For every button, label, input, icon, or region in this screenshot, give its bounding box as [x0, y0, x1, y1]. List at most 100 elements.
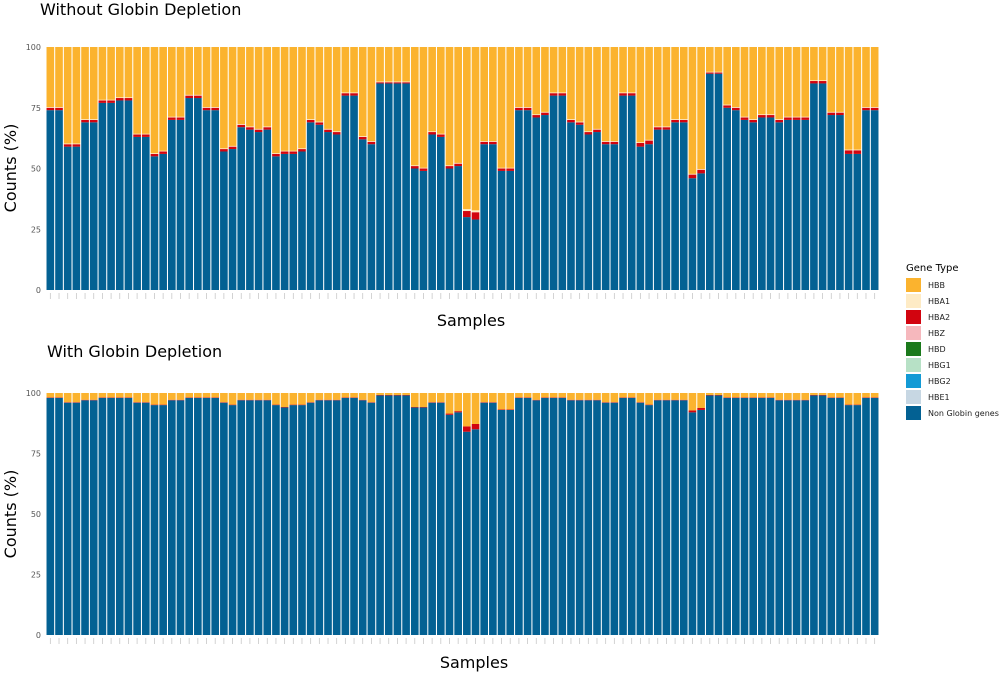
bar-segment-hbb [89, 393, 98, 400]
bar-segment-hba2 [463, 426, 471, 432]
bar-segment-non-globin-genes [749, 122, 757, 290]
bar-segment-hbb [332, 47, 341, 132]
bar-segment-hba2 [870, 107, 879, 111]
bar-segment-hba1 [506, 167, 515, 169]
bar-segment-non-globin-genes [810, 83, 818, 290]
sample-bar [679, 47, 688, 290]
bar-segment-hba2 [159, 151, 167, 154]
legend-swatch [906, 374, 921, 388]
bar-segment-non-globin-genes [358, 400, 367, 635]
bar-segment-hba2 [393, 82, 402, 84]
bar-segment-hbb [176, 47, 185, 117]
bar-segment-hbb [306, 393, 315, 403]
bar-segment-hba2 [176, 117, 185, 120]
bar-segment-hbb [428, 393, 436, 403]
bar-segment-non-globin-genes [228, 405, 237, 635]
bar-segment-hbb [827, 47, 836, 112]
sample-bar [150, 47, 159, 290]
bar-segment-non-globin-genes [72, 146, 81, 290]
bar-segment-hbb [549, 47, 558, 93]
bar-segment-non-globin-genes [254, 400, 263, 635]
bar-segment-hba1 [298, 148, 306, 150]
bar-segment-non-globin-genes [853, 153, 862, 290]
sample-bar [419, 393, 428, 635]
bar-segment-non-globin-genes [575, 400, 584, 635]
bar-segment-hbb [506, 393, 515, 410]
bar-segment-hbb [463, 47, 471, 210]
sample-bar [723, 47, 731, 290]
bar-segment-hba2 [471, 423, 480, 430]
bar-segment-hba1 [619, 92, 627, 94]
bar-segment-non-globin-genes [289, 153, 298, 290]
bar-segment-hba2 [350, 93, 358, 96]
sample-bar [141, 47, 150, 290]
bar-segment-hbb [107, 393, 115, 398]
bar-segment-non-globin-genes [567, 400, 575, 635]
bar-segment-hbb [784, 393, 792, 400]
bar-segment-non-globin-genes [324, 400, 332, 635]
bar-segment-hba2 [662, 127, 671, 130]
bar-segment-hba2 [150, 153, 159, 157]
bar-segment-hba1 [133, 133, 141, 135]
legend-swatch [906, 326, 921, 340]
sample-bar [714, 393, 723, 635]
bar-segment-non-globin-genes [445, 168, 454, 290]
bar-segment-non-globin-genes [480, 144, 489, 290]
bar-segment-hba1 [436, 133, 445, 135]
bar-segment-hba2 [46, 107, 55, 111]
bar-segment-non-globin-genes [194, 397, 202, 635]
bar-segment-hbb [341, 47, 350, 93]
bar-segment-non-globin-genes [697, 173, 705, 290]
bar-segment-hbb [853, 393, 862, 405]
legend-label: HBB [928, 281, 945, 290]
bar-segment-non-globin-genes [619, 95, 627, 290]
bar-segment-non-globin-genes [801, 119, 810, 291]
bar-segment-non-globin-genes [115, 397, 124, 635]
bar-segment-non-globin-genes [263, 129, 272, 290]
bar-segment-hba2 [237, 124, 246, 128]
bar-segment-hba2 [506, 168, 515, 171]
bar-segment-non-globin-genes [679, 122, 688, 290]
bar-segment-hba1 [688, 173, 697, 175]
bar-segment-hbb [72, 393, 81, 403]
sample-bar [792, 393, 801, 635]
bar-segment-non-globin-genes [575, 124, 584, 290]
sample-bar [558, 393, 567, 635]
bar-segment-hbb [358, 47, 367, 137]
bar-segment-non-globin-genes [758, 397, 766, 635]
bar-segment-non-globin-genes [636, 146, 645, 290]
sample-bar [150, 393, 159, 635]
bar-segment-non-globin-genes [220, 151, 228, 290]
bar-segment-non-globin-genes [141, 402, 150, 635]
sample-bar [272, 47, 280, 290]
bar-segment-hbb [436, 393, 445, 403]
bar-segment-hbb [133, 47, 141, 134]
bar-segment-hbb [810, 393, 818, 395]
bar-segment-non-globin-genes [367, 144, 376, 290]
bar-segment-hbb [315, 393, 324, 400]
bar-segment-hbb [98, 393, 107, 398]
bar-segment-hba1 [63, 143, 72, 145]
sample-bar [358, 47, 367, 290]
bar-segment-hbb [818, 47, 827, 81]
sample-bar [124, 393, 133, 635]
bar-segment-hba1 [367, 141, 376, 142]
bar-segment-hba2 [818, 81, 827, 84]
sample-bar [46, 47, 55, 291]
bar-segment-hbb [194, 47, 202, 95]
sample-bar [497, 47, 506, 290]
bar-segment-hba1 [228, 145, 237, 147]
bar-segment-hba2 [298, 149, 306, 152]
bar-segment-non-globin-genes [862, 397, 870, 635]
sample-bar [801, 47, 810, 291]
bar-segment-non-globin-genes [766, 397, 775, 635]
y-tick-label: 50 [31, 510, 41, 519]
bar-segment-hbb [801, 393, 810, 400]
bar-segment-non-globin-genes [367, 402, 376, 635]
bar-segment-non-globin-genes [246, 129, 254, 290]
bar-segment-hbb [324, 47, 332, 129]
bar-segment-non-globin-genes [358, 139, 367, 290]
sample-bar [254, 47, 263, 290]
bar-segment-hba1 [246, 126, 254, 128]
bar-segment-non-globin-genes [332, 134, 341, 290]
